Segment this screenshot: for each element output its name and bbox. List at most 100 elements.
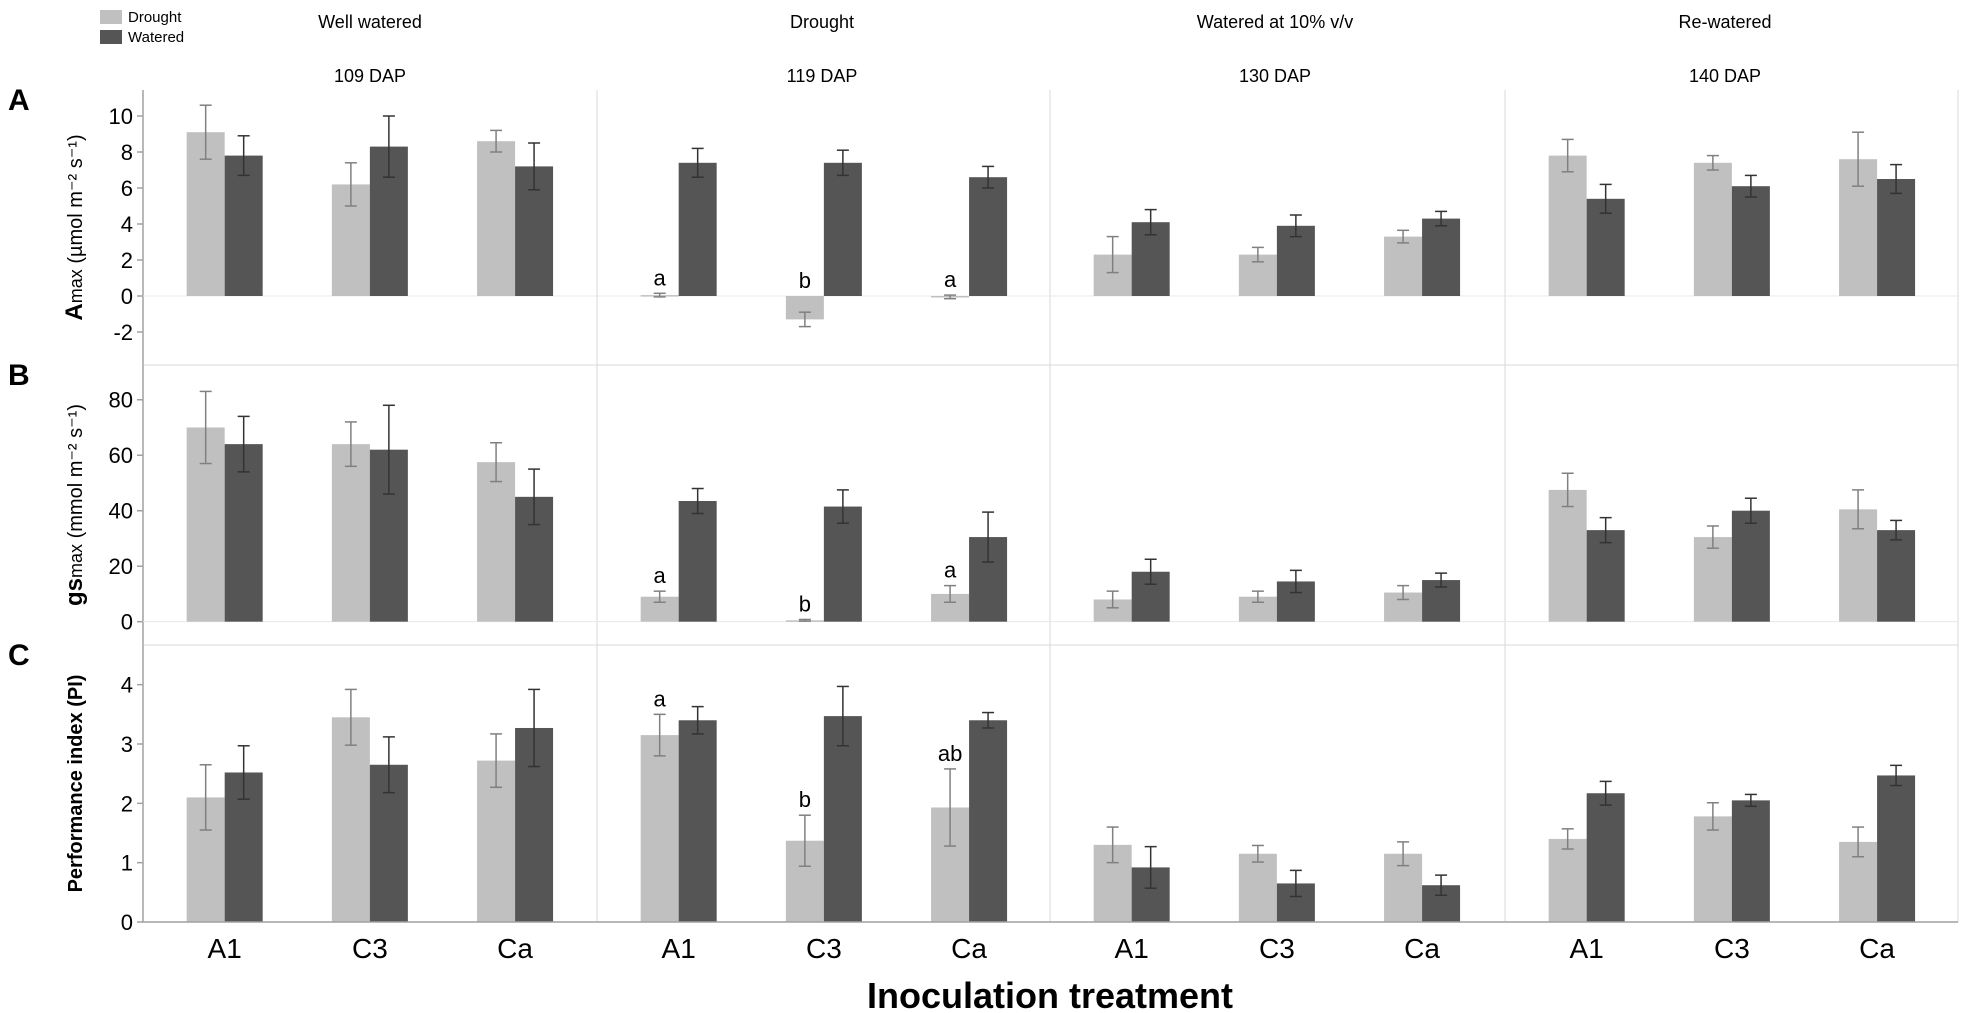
y-axis-label: Amax (µmol m⁻² s⁻¹): [61, 134, 88, 320]
y-tick-label: 2: [121, 248, 133, 273]
x-tick-label: C3: [806, 933, 842, 964]
bar-drought-c3: [1693, 816, 1732, 922]
bar-watered-a1: [1586, 793, 1625, 922]
y-axis-label: gsmax (mmol m⁻² s⁻¹): [61, 404, 88, 606]
y-axis-label: Performance index (PI): [65, 675, 87, 893]
y-tick-label: 0: [121, 610, 133, 635]
x-tick-label: Ca: [497, 933, 533, 964]
bar-watered-c3: [1731, 510, 1770, 622]
significance-letter: a: [944, 267, 957, 292]
y-tick-label: 2: [121, 791, 133, 816]
bar-watered-c3: [823, 162, 862, 296]
bar-watered-ca: [1877, 179, 1916, 296]
bar-watered-ca: [969, 177, 1008, 296]
x-tick-label: C3: [1714, 933, 1750, 964]
significance-letter: a: [654, 265, 667, 290]
x-tick-label: C3: [352, 933, 388, 964]
condition-title: Well watered: [318, 12, 422, 32]
bar-drought-ca: [1384, 236, 1423, 296]
condition-title: Watered at 10% v/v: [1197, 12, 1353, 32]
x-tick-label: Ca: [1404, 933, 1440, 964]
bar-drought-c3: [331, 717, 370, 922]
x-axis: A1 C3 Ca A1 C3 Ca A1 C3 Ca A1 C3 Ca: [143, 921, 1958, 964]
bar-watered-a1: [224, 155, 263, 296]
y-tick-label: 1: [121, 851, 133, 876]
bar-drought-a1: [1548, 155, 1587, 296]
bar-drought-a1: [1093, 599, 1132, 622]
y-tick-label: 10: [109, 104, 133, 129]
significance-letter: ab: [938, 741, 962, 766]
significance-letter: a: [654, 686, 667, 711]
bar-watered-c3: [1731, 800, 1770, 922]
y-tick-label: 4: [121, 212, 133, 237]
bar-watered-c3: [823, 506, 862, 622]
y-tick-label: 20: [109, 554, 133, 579]
bar-watered-a1: [678, 501, 717, 622]
y-tick-label: -2: [113, 320, 133, 345]
x-tick-label: C3: [1259, 933, 1295, 964]
significance-letter: b: [799, 591, 811, 616]
bar-watered-a1: [224, 444, 263, 622]
panel-letter: C: [8, 639, 30, 672]
panel-letter: A: [8, 84, 30, 117]
y-tick-label: 40: [109, 499, 133, 524]
condition-dap: 119 DAP: [787, 66, 858, 86]
bar-watered-ca: [1877, 775, 1916, 922]
x-axis-label: Inoculation treatment: [867, 975, 1233, 1013]
condition-headers: Well watered 109 DAP Drought 119 DAP Watered…: [318, 12, 1771, 86]
bar-watered-c3: [1731, 186, 1770, 296]
bar-drought-a1: [1548, 838, 1587, 922]
bar-watered-a1: [678, 720, 717, 922]
legend-label-watered: Watered: [128, 29, 184, 46]
y-tick-label: 3: [121, 732, 133, 757]
bar-drought-c3: [1238, 853, 1277, 922]
condition-title: Drought: [790, 12, 854, 32]
condition-dap: 140 DAP: [1689, 66, 1761, 86]
bar-drought-c3: [1693, 162, 1732, 296]
y-tick-label: 6: [121, 176, 133, 201]
condition-title: Re-watered: [1678, 12, 1771, 32]
significance-letter: a: [944, 558, 957, 583]
x-tick-label: A1: [1115, 933, 1149, 964]
panel-letter: B: [8, 359, 30, 392]
bar-watered-ca: [1877, 530, 1916, 622]
bar-watered-a1: [1586, 530, 1625, 622]
condition-dap: 130 DAP: [1239, 66, 1311, 86]
legend-swatch-watered: [100, 30, 122, 44]
x-tick-label: Ca: [951, 933, 987, 964]
y-label-sub: max: [66, 544, 86, 578]
y-tick-label: 0: [121, 910, 133, 935]
y-tick-label: 8: [121, 140, 133, 165]
bar-drought-c3: [331, 444, 370, 622]
y-label-main: A: [61, 303, 88, 320]
bar-drought-ca: [477, 141, 516, 296]
y-tick-label: 80: [109, 388, 133, 413]
legend-label-drought: Drought: [128, 9, 182, 26]
panel-b: B 0 20 40 60 80 gsmax (mmol m⁻² s⁻¹) a b a: [8, 359, 1959, 645]
y-label-units: (µmol m⁻² s⁻¹): [65, 134, 87, 269]
significance-letter: b: [799, 787, 811, 812]
bar-watered-a1: [1586, 198, 1625, 296]
bar-drought-c3: [785, 296, 824, 320]
bar-watered-a1: [678, 162, 717, 296]
legend: Drought Watered: [100, 9, 184, 46]
significance-letter: b: [799, 268, 811, 293]
x-tick-label: Ca: [1859, 933, 1895, 964]
y-label-units: (mmol m⁻² s⁻¹): [65, 404, 87, 544]
x-tick-label: A1: [662, 933, 696, 964]
bar-drought-a1: [640, 735, 679, 922]
y-tick-label: 0: [121, 284, 133, 309]
bar-drought-ca: [477, 462, 516, 622]
x-tick-label: A1: [1570, 933, 1604, 964]
bar-drought-c3: [1693, 537, 1732, 622]
bar-watered-c3: [823, 716, 862, 922]
bar-watered-ca: [969, 720, 1008, 922]
y-label-main: gs: [61, 578, 88, 606]
bar-watered-c3: [1276, 225, 1315, 296]
y-tick-label: 60: [109, 443, 133, 468]
legend-swatch-drought: [100, 10, 122, 24]
x-tick-label: A1: [208, 933, 242, 964]
